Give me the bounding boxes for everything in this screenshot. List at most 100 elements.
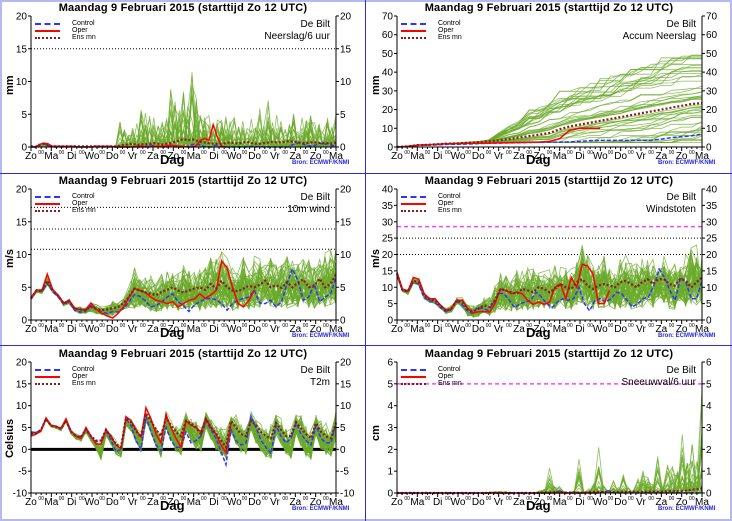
x-tick-label: Vr [494,151,504,162]
legend-swatch-ensmn [401,209,426,212]
x-minor-tick-label: 00 [242,150,248,156]
y-tick-label-right: 20 [340,358,352,369]
x-minor-tick-label: 00 [547,323,553,329]
y-tick-label-right: 1 [706,467,712,478]
x-tick-label: Di [67,324,76,335]
control-line [396,267,703,315]
x-minor-tick-label: 00 [445,323,451,329]
x-minor-tick-label: 00 [79,323,85,329]
y-tick-label-right: 15 [340,379,352,390]
chart-panel-precip6h: 0 0 5 5 10 10 15 15 20 20 Zo 00 Ma 00 Di 00 Wo 00 Do 00 Vr 00… [0,0,366,173]
x-minor-tick-label: 00 [404,150,410,156]
legend-swatch-ensmn [35,382,60,385]
y-tick-label: 15 [16,379,28,390]
x-minor-tick-label: 00 [486,323,492,329]
y-tick-label: 20 [382,250,394,261]
x-tick-label: Do [248,324,261,335]
x-axis-label: Dag [160,325,185,340]
x-minor-tick-label: 00 [181,496,187,502]
y-tick-label-right: 2 [706,445,712,456]
x-minor-tick-label: 00 [323,150,329,156]
x-minor-tick-label: 00 [486,150,492,156]
y-axis-label: Celsius [4,418,16,458]
x-minor-tick-label: 00 [628,496,634,502]
x-minor-tick-label: 00 [445,150,451,156]
legend-label: Ens mn [438,380,462,387]
x-tick-label: Di [209,151,218,162]
source-credit: Bron: ECMWF/KNMI [292,506,350,512]
legend-item-control: Control [401,20,462,27]
chart-subtitle: Accum Neerslag [622,31,696,42]
x-tick-label: Wo [85,497,100,508]
y-tick-label: 10 [16,250,28,261]
x-tick-label: Zo [310,497,322,508]
x-minor-tick-label: 00 [669,323,675,329]
x-tick-label: Ma [695,151,709,162]
x-minor-tick-label: 00 [262,496,268,502]
chart-title: Maandag 9 Februari 2015 (starttijd Zo 12… [424,2,674,14]
x-tick-label: Vr [270,497,280,508]
y-tick-label: 0 [21,143,27,154]
legend-item-ensmn: Ens mn [35,34,96,41]
y-tick-label: 6 [387,358,393,369]
x-minor-tick-label: 00 [648,496,654,502]
y-tick-label-right: 10 [340,77,352,88]
y-tick-label-right: 40 [706,185,718,196]
x-minor-tick-label: 00 [506,150,512,156]
x-tick-label: Vr [128,324,138,335]
ensemble-member-line [30,71,337,148]
y-tick-label: 0 [21,316,27,327]
y-tick-label-right: 10 [706,124,718,135]
legend-label: Control [438,193,461,200]
y-tick-label: -5 [18,467,27,478]
x-tick-label: Ma [410,497,424,508]
y-tick-label-right: 40 [706,68,718,79]
x-tick-label: Do [614,151,627,162]
x-minor-tick-label: 00 [303,323,309,329]
y-tick-label-right: 0 [706,143,712,154]
x-minor-tick-label: 00 [465,323,471,329]
x-minor-tick-label: 00 [567,496,573,502]
y-tick-label-right: 70 [706,12,718,23]
legend-swatch-ensmn [401,36,426,39]
y-axis-label: m/s [370,249,382,268]
x-minor-tick-label: 00 [526,323,532,329]
x-tick-label: Vr [128,497,138,508]
y-tick-label-right: 10 [706,283,718,294]
chart-location-block: De Bilt Neerslag/6 uur [264,19,330,43]
y-tick-label-right: 15 [706,266,718,277]
panel-separator-horizontal [0,173,732,174]
chart-panel-accum-precip: 0 0 10 10 20 20 30 30 40 40 50 50 60 60 70 70 Zo 00 Ma 00 Di… [366,0,732,173]
y-tick-label-right: 5 [340,283,346,294]
y-tick-label-right: 0 [340,143,346,154]
legend-swatch-oper [35,375,60,378]
x-tick-label: Zo [25,497,37,508]
x-minor-tick-label: 00 [669,150,675,156]
legend-item-control: Control [35,193,96,200]
x-tick-label: Ma [44,151,58,162]
legend-item-ensmn: Ens mn [35,207,96,214]
x-tick-label: Wo [85,324,100,335]
y-tick-label-right: 0 [340,445,346,456]
y-tick-label: 15 [16,44,28,55]
legend-label: Control [72,20,95,27]
x-minor-tick-label: 00 [221,323,227,329]
x-tick-label: Zo [167,497,179,508]
y-tick-label-right: 20 [340,185,352,196]
x-tick-label: Do [472,497,485,508]
x-minor-tick-label: 00 [79,496,85,502]
legend-item-oper: Oper [35,27,96,34]
x-axis-label: Dag [526,152,551,167]
x-tick-label: Zo [25,324,37,335]
legend-item-oper: Oper [35,200,96,207]
y-tick-label: 5 [21,283,27,294]
x-minor-tick-label: 00 [262,150,268,156]
ens-mean-line [395,273,703,313]
x-tick-label: Di [433,151,442,162]
x-tick-label: Di [209,497,218,508]
chart-svg: 0 01 12 23 34 45 56 6Zo 00 Ma 00 Di 00 Wo 00 Do 00 Vr 00 Za… [387,358,712,509]
x-minor-tick-label: 00 [587,496,593,502]
legend-swatch-oper [401,29,426,32]
y-tick-label-right: 25 [706,234,718,245]
